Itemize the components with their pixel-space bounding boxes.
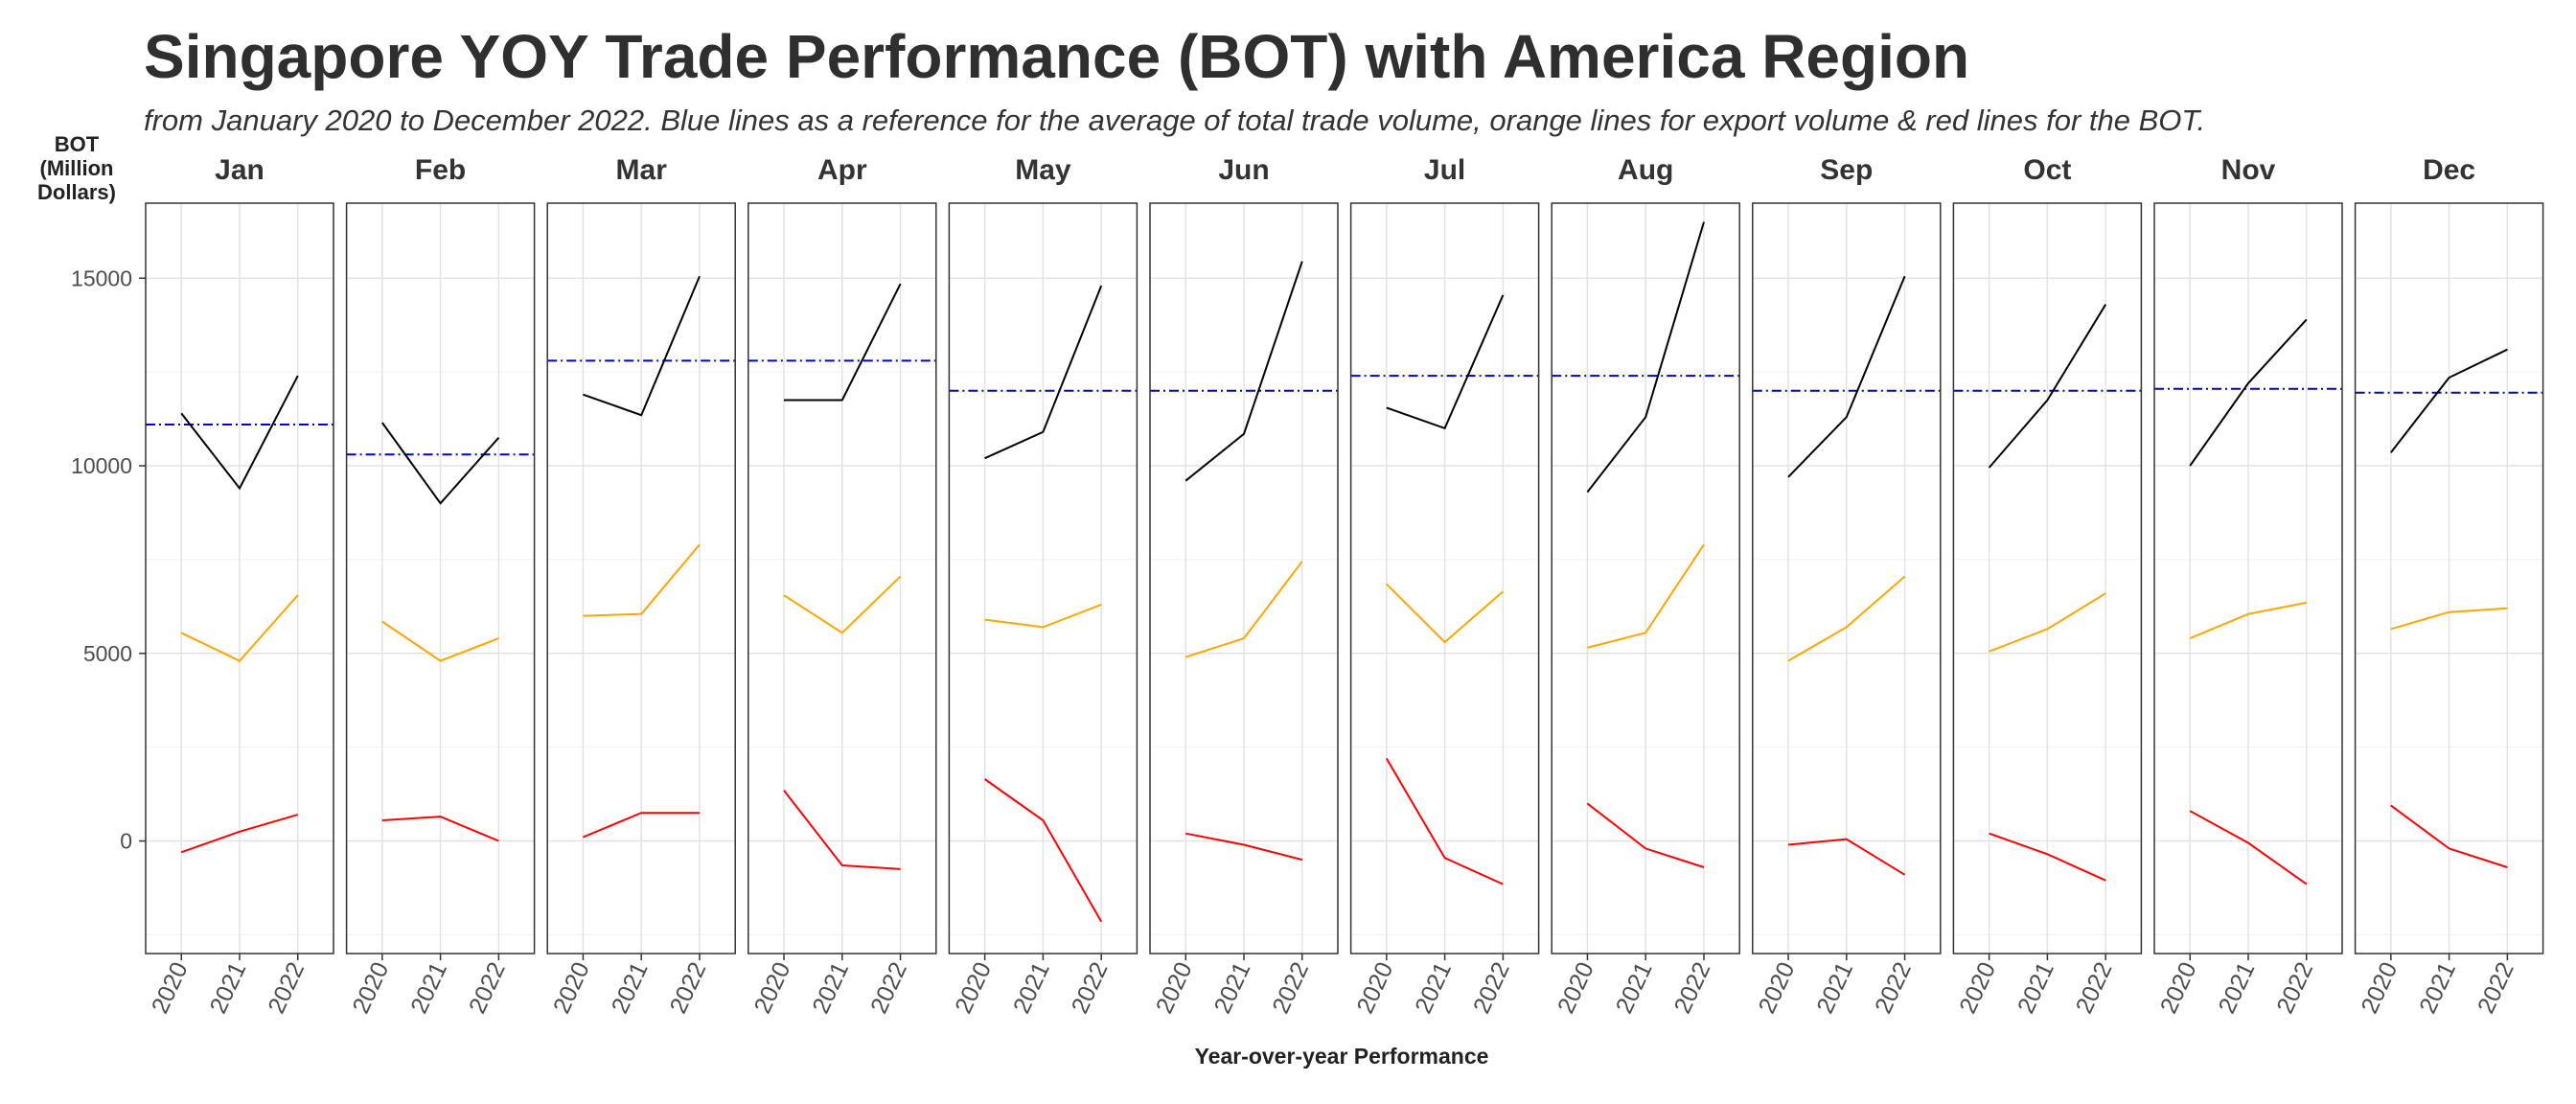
bot-series-line bbox=[783, 790, 901, 870]
chart-subtitle: from January 2020 to December 2022. Blue… bbox=[144, 104, 2206, 137]
export-series-line bbox=[180, 594, 299, 662]
facet-label-dec: Dec bbox=[2423, 154, 2475, 186]
export-series-line bbox=[583, 543, 701, 617]
x-tick-label: 2021 bbox=[205, 958, 252, 1018]
facet-label-apr: Apr bbox=[817, 154, 867, 186]
facet-label-jan: Jan bbox=[215, 154, 264, 186]
bot-series-line bbox=[1586, 802, 1705, 868]
export-series-line bbox=[1989, 592, 2106, 653]
x-tick-label: 2020 bbox=[1552, 958, 1599, 1018]
x-tick-label: 2020 bbox=[2356, 958, 2403, 1018]
x-tick-label: 2022 bbox=[1267, 958, 1314, 1018]
bot-series-line bbox=[1989, 832, 2106, 882]
total-series-line bbox=[1386, 294, 1505, 430]
x-tick-label: 2020 bbox=[1954, 958, 2001, 1018]
y-tick-label: 0 bbox=[120, 829, 132, 854]
x-tick-label: 2022 bbox=[1669, 958, 1716, 1018]
total-series-line bbox=[984, 285, 1103, 460]
x-tick-label: 2021 bbox=[2414, 958, 2461, 1018]
bot-series-line bbox=[583, 812, 700, 839]
y-tick-label: 5000 bbox=[83, 641, 132, 666]
x-tick-label: 2021 bbox=[2012, 958, 2059, 1018]
x-tick-label: 2021 bbox=[1611, 958, 1658, 1018]
facet-label-aug: Aug bbox=[1618, 154, 1673, 186]
y-axis-title-line: (Million bbox=[40, 156, 114, 180]
export-series-line bbox=[984, 603, 1102, 629]
export-series-line bbox=[381, 620, 499, 662]
export-series-line bbox=[783, 575, 902, 634]
y-tick-label: 10000 bbox=[71, 453, 132, 478]
bot-series-line bbox=[1185, 832, 1303, 862]
export-series-line bbox=[2189, 601, 2307, 640]
facet-label-nov: Nov bbox=[2221, 154, 2276, 186]
x-tick-label: 2021 bbox=[1008, 958, 1055, 1018]
bot-series-line bbox=[984, 778, 1103, 923]
y-axis-title-line: Dollars) bbox=[37, 180, 116, 204]
x-tick-label: 2022 bbox=[2071, 958, 2118, 1018]
facet-label-may: May bbox=[1015, 154, 1071, 186]
total-series-line bbox=[2189, 318, 2308, 467]
x-tick-label: 2021 bbox=[1410, 958, 1457, 1018]
facet-label-jul: Jul bbox=[1424, 154, 1465, 186]
x-tick-label: 2021 bbox=[1209, 958, 1256, 1018]
x-axis-title: Year-over-year Performance bbox=[1195, 1044, 1489, 1069]
total-series-line bbox=[1988, 304, 2107, 469]
x-tick-label: 2021 bbox=[2214, 958, 2261, 1018]
x-tick-label: 2020 bbox=[347, 958, 394, 1018]
total-series-line bbox=[583, 275, 701, 417]
x-tick-label: 2022 bbox=[2472, 958, 2519, 1018]
x-tick-label: 2020 bbox=[749, 958, 796, 1018]
x-tick-label: 2020 bbox=[1351, 958, 1398, 1018]
export-series-line bbox=[1184, 561, 1303, 658]
total-series-line bbox=[784, 283, 902, 402]
bot-series-line bbox=[1787, 838, 1906, 876]
x-tick-label: 2020 bbox=[2155, 958, 2202, 1018]
x-tick-label: 2022 bbox=[1067, 958, 1114, 1018]
x-tick-label: 2021 bbox=[1811, 958, 1858, 1018]
x-tick-label: 2022 bbox=[1870, 958, 1917, 1018]
y-axis-title: BOT (Million Dollars) bbox=[37, 132, 116, 204]
bot-series-line bbox=[2189, 810, 2308, 886]
facet-label-jun: Jun bbox=[1218, 154, 1269, 186]
x-tick-label: 2022 bbox=[865, 958, 912, 1018]
total-series-line bbox=[1586, 221, 1705, 494]
export-series-line bbox=[2390, 607, 2508, 631]
x-tick-label: 2021 bbox=[405, 958, 452, 1018]
facet-label-feb: Feb bbox=[415, 154, 466, 186]
export-series-line bbox=[1787, 575, 1906, 662]
export-series-line bbox=[1587, 543, 1705, 649]
total-series-line bbox=[1787, 275, 1906, 478]
x-tick-label: 2020 bbox=[950, 958, 997, 1018]
facet-label-sep: Sep bbox=[1820, 154, 1873, 186]
export-series-line bbox=[1386, 583, 1505, 644]
x-tick-label: 2020 bbox=[548, 958, 595, 1018]
x-tick-label: 2021 bbox=[807, 958, 854, 1018]
total-series-line bbox=[380, 422, 500, 505]
chart-title: Singapore YOY Trade Performance (BOT) wi… bbox=[144, 22, 1970, 91]
x-tick-label: 2020 bbox=[1754, 958, 1801, 1018]
bot-series-line bbox=[2390, 804, 2508, 868]
x-tick-label: 2021 bbox=[607, 958, 654, 1018]
x-tick-label: 2020 bbox=[147, 958, 194, 1018]
bot-series-line bbox=[180, 814, 299, 854]
x-tick-label: 2022 bbox=[263, 958, 310, 1018]
facet-label-oct: Oct bbox=[2023, 154, 2071, 186]
y-tick-label: 15000 bbox=[71, 265, 132, 290]
x-tick-label: 2022 bbox=[464, 958, 511, 1018]
total-series-line bbox=[1184, 261, 1303, 482]
y-axis-title-line: BOT bbox=[55, 132, 100, 156]
total-series-line bbox=[2390, 348, 2508, 453]
x-tick-label: 2022 bbox=[1468, 958, 1515, 1018]
total-series-line bbox=[180, 375, 299, 491]
facet-label-mar: Mar bbox=[616, 154, 668, 186]
bot-series-line bbox=[381, 816, 499, 842]
bot-series-line bbox=[1385, 757, 1504, 886]
x-tick-label: 2022 bbox=[2271, 958, 2318, 1018]
x-tick-label: 2022 bbox=[665, 958, 712, 1018]
x-tick-label: 2020 bbox=[1151, 958, 1198, 1018]
